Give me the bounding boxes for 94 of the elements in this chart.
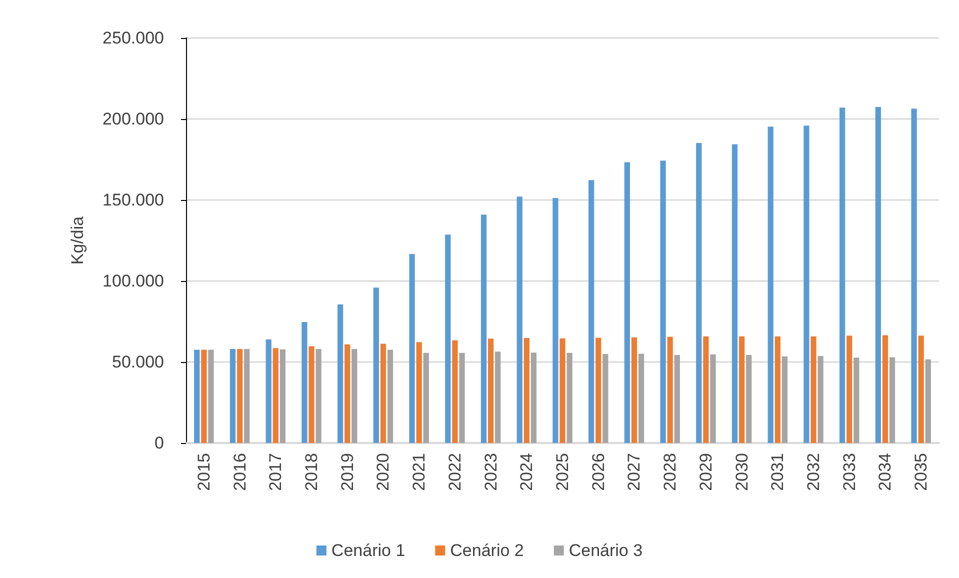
legend-label: Cenário 3 [568, 541, 643, 560]
bar [445, 234, 451, 443]
bar [480, 214, 487, 443]
bar [244, 349, 250, 443]
bar [911, 108, 917, 443]
y-tick-label: 100.000 [102, 272, 164, 290]
x-tick-label: 2027 [624, 453, 644, 491]
bar [236, 349, 243, 443]
bar [423, 352, 429, 443]
bar [875, 107, 881, 443]
bar [738, 336, 745, 443]
bar [696, 142, 702, 443]
bar [782, 356, 788, 443]
bar [552, 198, 558, 443]
bar [810, 336, 816, 443]
x-tick-label: 2026 [588, 453, 608, 491]
bar [631, 337, 638, 443]
x-tick-label: 2033 [840, 453, 859, 491]
bar [302, 322, 308, 443]
bar [588, 180, 594, 443]
x-tick-label: 2022 [445, 453, 464, 491]
bar [459, 352, 465, 443]
x-tick-label: 2018 [302, 453, 321, 491]
x-tick-label: 2016 [230, 453, 250, 491]
bar [387, 350, 394, 443]
bar [337, 304, 344, 443]
bar [703, 336, 709, 443]
bar [201, 350, 207, 443]
bar [316, 349, 322, 443]
bar [660, 160, 666, 443]
bar [818, 356, 824, 443]
bar [452, 340, 458, 443]
bar [495, 352, 501, 443]
y-tick-label: 250.000 [102, 28, 164, 48]
bar [774, 336, 780, 443]
bar [846, 336, 852, 443]
bar [882, 335, 888, 443]
x-tick-label: 2034 [876, 453, 895, 491]
bar [194, 350, 200, 443]
bar [638, 354, 644, 443]
bar [710, 354, 716, 443]
x-tick-label: 2023 [481, 453, 500, 491]
bar [352, 349, 358, 443]
x-tick-label: 2030 [732, 453, 752, 491]
bar [746, 355, 752, 443]
bar [889, 357, 896, 443]
bar [804, 126, 810, 443]
bar [409, 254, 415, 443]
bar [839, 108, 846, 443]
bar [674, 355, 680, 443]
y-tick-label: 0 [154, 434, 164, 452]
x-tick-label: 2020 [374, 453, 393, 491]
x-tick-label: 2021 [410, 453, 429, 491]
x-tick-label: 2024 [517, 453, 536, 491]
x-tick-label: 2032 [804, 453, 823, 491]
bar [272, 348, 278, 443]
bar [488, 338, 494, 443]
bar [416, 342, 422, 443]
legend-label: Cenário 2 [450, 541, 524, 560]
bar [854, 358, 860, 443]
y-axis-title: Kg/dia [68, 216, 87, 265]
bar [344, 344, 350, 443]
bar [602, 354, 608, 443]
bar [732, 144, 738, 443]
bar [596, 338, 602, 443]
x-tick-label: 2035 [912, 453, 931, 491]
bar [530, 352, 537, 443]
x-tick-label: 2031 [768, 453, 788, 491]
bar [566, 352, 572, 443]
bar [266, 339, 272, 443]
bar [280, 349, 286, 443]
x-tick-label: 2029 [696, 453, 716, 491]
legend-label: Cenário 1 [331, 541, 406, 560]
bar [925, 359, 931, 443]
x-tick-label: 2015 [194, 453, 214, 491]
bar [624, 162, 630, 443]
bar [380, 344, 386, 443]
bar [373, 288, 379, 443]
x-tick-label: 2025 [553, 453, 572, 491]
x-tick-label: 2019 [338, 453, 357, 491]
x-tick-label: 2028 [660, 453, 680, 491]
bar [308, 346, 314, 443]
bar [524, 338, 530, 443]
bar [667, 336, 673, 443]
bar [230, 349, 236, 443]
y-tick-label: 200.000 [102, 110, 164, 128]
bar [516, 196, 522, 443]
bar [208, 350, 214, 443]
bar [918, 336, 924, 443]
bar [768, 126, 774, 443]
y-tick-label: 150.000 [102, 190, 164, 210]
bar [560, 338, 566, 443]
x-tick-label: 2017 [266, 453, 286, 491]
y-tick-label: 50.000 [112, 352, 164, 372]
